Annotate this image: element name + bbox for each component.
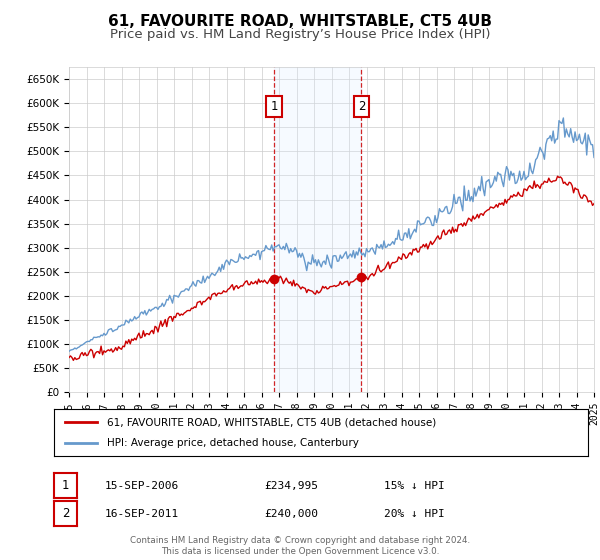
Text: £240,000: £240,000 xyxy=(264,508,318,519)
Text: 16-SEP-2011: 16-SEP-2011 xyxy=(105,508,179,519)
Text: HPI: Average price, detached house, Canterbury: HPI: Average price, detached house, Cant… xyxy=(107,438,359,448)
Text: 61, FAVOURITE ROAD, WHITSTABLE, CT5 4UB: 61, FAVOURITE ROAD, WHITSTABLE, CT5 4UB xyxy=(108,14,492,29)
Text: 1: 1 xyxy=(270,100,278,113)
Text: 1: 1 xyxy=(62,479,69,492)
Bar xyxy=(274,67,361,392)
Text: Price paid vs. HM Land Registry’s House Price Index (HPI): Price paid vs. HM Land Registry’s House … xyxy=(110,28,490,41)
Text: 2: 2 xyxy=(358,100,365,113)
Text: 15% ↓ HPI: 15% ↓ HPI xyxy=(384,480,445,491)
Text: Contains HM Land Registry data © Crown copyright and database right 2024.
This d: Contains HM Land Registry data © Crown c… xyxy=(130,536,470,556)
Text: 2: 2 xyxy=(62,507,69,520)
Text: 15-SEP-2006: 15-SEP-2006 xyxy=(105,480,179,491)
Text: 61, FAVOURITE ROAD, WHITSTABLE, CT5 4UB (detached house): 61, FAVOURITE ROAD, WHITSTABLE, CT5 4UB … xyxy=(107,417,437,427)
Text: 20% ↓ HPI: 20% ↓ HPI xyxy=(384,508,445,519)
Text: £234,995: £234,995 xyxy=(264,480,318,491)
